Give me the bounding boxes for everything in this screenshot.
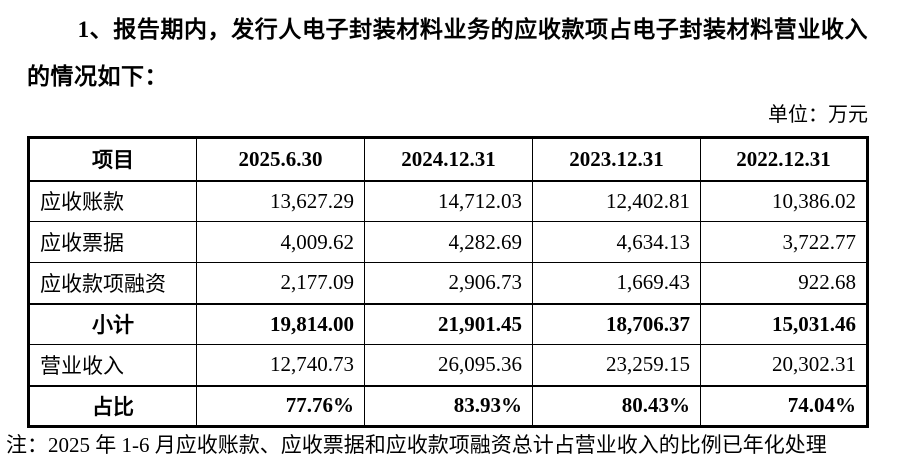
cell-value: 20,302.31: [700, 344, 868, 386]
column-header-2023-12-31: 2023.12.31: [532, 137, 701, 182]
cell-value: 18,706.37: [532, 302, 701, 345]
row-label: 营业收入: [28, 344, 197, 386]
table-row-operating-revenue: 营业收入 12,740.73 26,095.36 23,259.15 20,30…: [28, 344, 868, 386]
cell-value: 1,669.43: [532, 262, 701, 304]
cell-value: 13,627.29: [196, 180, 365, 222]
column-header-item: 项目: [28, 137, 197, 182]
document-page: 1、报告期内，发行人电子封装材料业务的应收款项占电子封装材料营业收入的情况如下：…: [0, 6, 898, 457]
section-heading: 1、报告期内，发行人电子封装材料业务的应收款项占电子封装材料营业收入的情况如下：: [27, 17, 868, 89]
table-row-ratio: 占比 77.76% 83.93% 80.43% 74.04%: [28, 384, 868, 427]
cell-value: 19,814.00: [196, 302, 365, 345]
table-row-receivables-financing: 应收款项融资 2,177.09 2,906.73 1,669.43 922.68: [28, 262, 868, 304]
cell-value: 12,402.81: [532, 180, 701, 222]
cell-value: 4,634.13: [532, 221, 701, 263]
row-label: 应收票据: [28, 221, 197, 263]
cell-value: 4,282.69: [364, 221, 533, 263]
cell-value: 10,386.02: [700, 180, 868, 222]
cell-value: 15,031.46: [700, 302, 868, 345]
cell-value: 23,259.15: [532, 344, 701, 386]
cell-value: 83.93%: [364, 384, 533, 427]
column-header-2024-12-31: 2024.12.31: [364, 137, 533, 182]
table-row-accounts-receivable: 应收账款 13,627.29 14,712.03 12,402.81 10,38…: [28, 180, 868, 222]
cell-value: 922.68: [700, 262, 868, 304]
row-label: 应收账款: [28, 180, 197, 222]
table-header-row: 项目 2025.6.30 2024.12.31 2023.12.31 2022.…: [28, 137, 868, 182]
cell-value: 14,712.03: [364, 180, 533, 222]
cell-value: 80.43%: [532, 384, 701, 427]
receivables-table: 项目 2025.6.30 2024.12.31 2023.12.31 2022.…: [27, 136, 869, 428]
unit-label: 单位：万元: [768, 104, 868, 126]
cell-value: 12,740.73: [196, 344, 365, 386]
table-row-subtotal: 小计 19,814.00 21,901.45 18,706.37 15,031.…: [28, 302, 868, 345]
column-header-2022-12-31: 2022.12.31: [700, 137, 868, 182]
table-row-notes-receivable: 应收票据 4,009.62 4,282.69 4,634.13 3,722.77: [28, 221, 868, 263]
cell-value: 2,906.73: [364, 262, 533, 304]
cell-value: 3,722.77: [700, 221, 868, 263]
cell-value: 2,177.09: [196, 262, 365, 304]
row-label: 应收款项融资: [28, 262, 197, 304]
cell-value: 4,009.62: [196, 221, 365, 263]
row-label: 小计: [28, 302, 197, 345]
row-label: 占比: [28, 384, 197, 427]
column-header-2025-6-30: 2025.6.30: [196, 137, 365, 182]
cell-value: 21,901.45: [364, 302, 533, 345]
cell-value: 74.04%: [700, 384, 868, 427]
footnote: 注：2025 年 1-6 月应收账款、应收票据和应收款项融资总计占营业收入的比例…: [6, 433, 827, 457]
cell-value: 26,095.36: [364, 344, 533, 386]
cell-value: 77.76%: [196, 384, 365, 427]
